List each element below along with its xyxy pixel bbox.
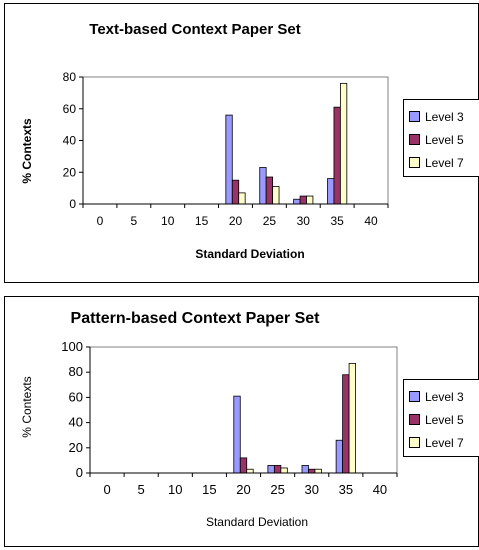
x-tick-label: 30	[297, 214, 311, 228]
legend: Level 3 Level 5 Level 7	[403, 99, 479, 177]
y-axis-label: % Contexts	[20, 118, 34, 184]
x-axis-label: Standard Deviation	[195, 247, 305, 261]
bar-level-7-30	[306, 195, 314, 205]
bar-level-7-30	[314, 468, 322, 474]
legend-label: Level 5	[425, 132, 464, 147]
x-tick-label: 30	[304, 482, 318, 497]
x-tick-label: 10	[161, 214, 175, 228]
bar-level-7-35	[339, 82, 348, 205]
x-tick-label: 35	[339, 482, 353, 497]
y-tick-label: 0	[69, 197, 76, 211]
legend-label: Level 7	[425, 155, 464, 170]
bar-level-5-30	[308, 468, 316, 474]
y-tick-label: 40	[69, 415, 83, 430]
y-tick-label: 100	[61, 339, 83, 354]
bar-level-7-20	[238, 192, 246, 205]
bar-level-7-25	[280, 467, 288, 474]
chart-canvas: 0 20 40 60 80 100 0 5 10 15 20 25 30 35 40	[61, 339, 398, 497]
x-tick-label: 35	[330, 214, 344, 228]
legend-label: Level 5	[425, 412, 464, 427]
bar-level-3-20	[233, 395, 241, 474]
legend-swatch	[409, 157, 420, 168]
bar-level-7-20	[246, 468, 254, 474]
bar-level-3-35	[327, 178, 335, 205]
y-tick-label: 80	[69, 364, 83, 379]
y-axis-label: % Contexts	[20, 376, 34, 438]
x-tick-label: 0	[103, 482, 110, 497]
chart-panel-text-based: Text-based Context Paper Set 0 20 40 60 80 0 5…	[4, 3, 479, 283]
y-tick-label: 20	[63, 165, 77, 179]
y-tick-label: 60	[69, 389, 83, 404]
bar-level-5-35	[342, 374, 350, 474]
bar-level-7-25	[272, 186, 280, 205]
bar-level-5-20	[239, 457, 248, 474]
y-tick-label: 40	[63, 134, 77, 148]
x-tick-label: 0	[97, 214, 104, 228]
bar-level-5-20	[231, 179, 240, 205]
x-tick-label: 40	[364, 214, 378, 228]
legend-swatch	[409, 437, 420, 448]
legend-item-level-5: Level 5	[409, 128, 479, 151]
x-tick-label: 40	[373, 482, 387, 497]
bar-level-3-30	[301, 465, 309, 474]
bar-level-5-25	[265, 176, 274, 205]
chart-title: Text-based Context Paper Set	[89, 21, 301, 38]
x-tick-label: 15	[195, 214, 209, 228]
bar-level-5-35	[333, 106, 341, 205]
bar-level-7-35	[348, 362, 356, 474]
legend-swatch	[409, 414, 420, 425]
bar-level-3-25	[267, 465, 275, 474]
bar-level-3-20	[225, 114, 233, 205]
chart-canvas: 0 20 40 60 80 0 5 10 15 20 25 30 35 40	[63, 70, 389, 228]
bar-level-3-25	[259, 167, 267, 205]
x-tick-label: 25	[270, 482, 284, 497]
y-tick-label: 60	[63, 102, 77, 116]
bar-level-5-25	[273, 465, 282, 474]
y-tick-label: 20	[69, 440, 83, 455]
legend-item-level-3: Level 3	[409, 105, 479, 128]
legend-label: Level 7	[425, 435, 464, 450]
x-tick-label: 5	[138, 482, 145, 497]
legend-item-level-7: Level 7	[409, 151, 479, 174]
x-tick-label: 25	[263, 214, 277, 228]
bar-level-5-30	[299, 195, 307, 205]
legend-swatch	[409, 134, 420, 145]
legend-label: Level 3	[425, 109, 464, 124]
legend-item-level-3: Level 3	[409, 385, 479, 408]
legend-swatch	[409, 391, 420, 402]
x-tick-label: 20	[236, 482, 250, 497]
x-tick-label: 15	[202, 482, 216, 497]
legend-item-level-5: Level 5	[409, 408, 479, 431]
legend-swatch	[409, 111, 420, 122]
y-tick-label: 80	[63, 70, 77, 84]
bar-level-3-35	[335, 439, 343, 474]
legend-item-level-7: Level 7	[409, 431, 479, 454]
x-tick-label: 5	[130, 214, 137, 228]
legend: Level 3 Level 5 Level 7	[403, 379, 479, 457]
x-tick-label: 10	[168, 482, 182, 497]
x-tick-label: 20	[229, 214, 243, 228]
chart-panel-pattern-based: Pattern-based Context Paper Set 0 20 40 60 8…	[4, 296, 479, 547]
bar-level-3-30	[293, 198, 301, 205]
y-tick-label: 0	[76, 465, 83, 480]
chart-title: Pattern-based Context Paper Set	[70, 310, 320, 327]
legend-label: Level 3	[425, 389, 464, 404]
x-axis-label: Standard Deviation	[205, 515, 309, 529]
